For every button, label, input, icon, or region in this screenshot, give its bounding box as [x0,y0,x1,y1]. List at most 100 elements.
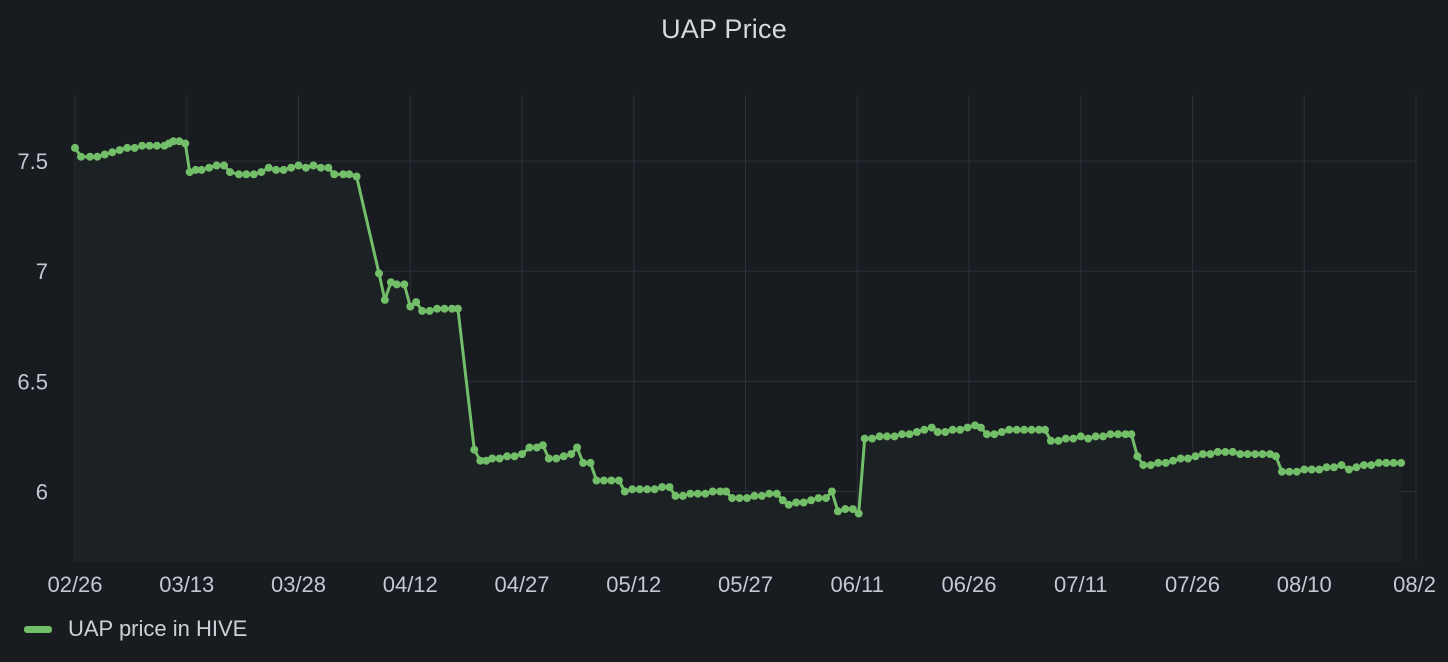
data-point [108,148,117,157]
data-point [1285,467,1294,476]
data-point [1121,430,1130,439]
data-point [1367,461,1376,470]
data-point [905,430,914,439]
data-point [503,452,512,461]
data-point [799,498,808,507]
data-point [956,425,965,434]
data-point [352,172,361,181]
data-point [1359,461,1368,470]
data-point [1012,425,1021,434]
data-point [71,143,79,152]
data-point [294,161,303,170]
data-point [1251,450,1260,459]
data-point [1139,461,1148,470]
data-point [375,269,383,278]
data-point [115,146,124,155]
data-point [1315,465,1324,474]
legend-label[interactable]: UAP price in HIVE [68,616,248,641]
data-point [1191,452,1200,461]
data-point [1061,434,1070,443]
y-tick-label: 6.5 [17,369,48,394]
data-point [1161,458,1170,467]
data-point [130,143,139,152]
data-point [750,491,759,500]
data-point [301,163,310,172]
data-point [827,487,836,496]
data-point [552,454,561,463]
data-point [234,170,243,179]
data-point [1228,447,1237,456]
data-point [628,485,637,494]
data-point [708,487,717,496]
data-point [671,491,680,500]
data-point [1027,425,1036,434]
data-point [1069,434,1078,443]
data-point [1046,436,1055,445]
data-point [665,483,674,492]
data-point [1020,425,1029,434]
data-point [693,489,702,498]
data-point [772,489,781,498]
data-point [941,428,950,436]
data-point [868,434,877,443]
data-point [716,487,725,496]
data-point [807,496,816,505]
data-point [848,505,857,514]
data-point [123,143,132,152]
data-point [1035,425,1043,434]
data-point [607,476,616,485]
data-point [792,498,801,507]
data-point [875,432,884,441]
data-point [1099,432,1108,441]
data-point [1133,452,1142,461]
data-point [614,476,623,485]
data-point [841,505,850,514]
data-point [976,423,985,432]
data-point [138,141,147,150]
data-point [425,306,434,315]
data-point [212,161,221,170]
data-point [220,161,228,170]
data-point [1243,450,1252,459]
x-tick-label: 04/27 [494,572,549,597]
series-area-fill [75,141,1402,563]
data-point [567,450,576,459]
data-point [586,458,595,467]
data-point [544,454,553,463]
data-point [1352,463,1361,472]
data-point [643,485,652,494]
data-point [778,496,787,505]
data-point [85,152,94,161]
data-point [453,304,462,313]
data-point [226,168,234,177]
data-point [1213,447,1222,456]
data-point [1154,458,1163,467]
data-point [573,443,582,452]
data-point [482,456,491,465]
data-point [592,476,601,485]
data-point [185,168,194,177]
data-point [765,489,774,498]
data-point [380,295,389,304]
y-tick-label: 6 [36,480,48,505]
data-point [1198,450,1207,459]
x-tick-label: 03/28 [271,572,326,597]
data-point [1271,452,1280,461]
data-point [1206,450,1215,459]
data-point [686,489,695,498]
data-point [205,163,214,172]
data-point [257,168,266,177]
data-point [1146,461,1155,470]
x-tick-label: 05/12 [606,572,661,597]
data-point [242,170,251,179]
data-point [1076,432,1085,441]
data-point [152,141,161,150]
data-point [1106,430,1115,439]
legend[interactable]: UAP price in HIVE [24,614,247,644]
data-point [620,487,629,496]
data-point [412,298,421,307]
data-point [658,483,667,492]
data-point [898,430,906,439]
data-point [510,452,519,461]
